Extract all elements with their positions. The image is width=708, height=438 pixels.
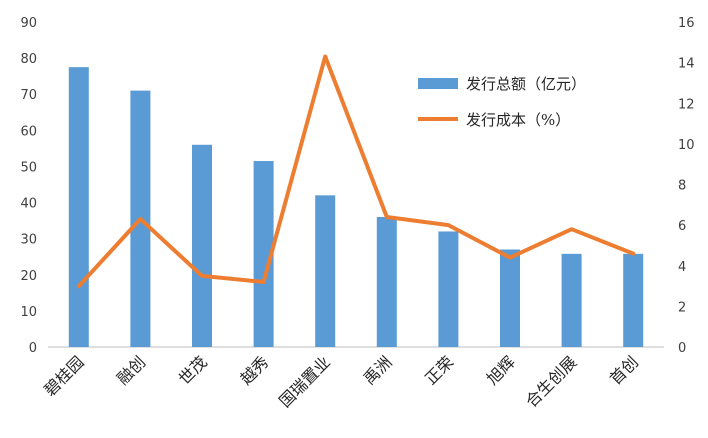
- line-series: [76, 54, 636, 289]
- left-axis-tick-label: 30: [20, 233, 37, 248]
- left-axis-tick-label: 50: [20, 160, 37, 175]
- right-axis-tick-label: 8: [678, 179, 686, 194]
- right-axis-tick-label: 0: [678, 341, 686, 356]
- left-axis-tick-label: 0: [29, 341, 37, 356]
- legend-bar-swatch: [418, 78, 458, 89]
- left-axis-ticks: 0 10 20 30 40 50 60 70 80 90: [20, 16, 37, 356]
- bar: [376, 217, 397, 347]
- right-axis-tick-label: 14: [678, 57, 695, 72]
- legend-bar-label: 发行总额（亿元）: [466, 75, 586, 93]
- left-axis-tick-label: 70: [20, 88, 37, 103]
- left-axis-tick-label: 90: [20, 16, 37, 31]
- bar: [253, 161, 274, 347]
- bar: [623, 253, 644, 347]
- category-label: 正荣: [421, 352, 457, 388]
- bar: [561, 253, 582, 347]
- bar: [500, 249, 520, 347]
- category-label: 越秀: [236, 352, 272, 388]
- category-label: 合生创展: [522, 352, 581, 411]
- left-axis-tick-label: 40: [20, 197, 37, 212]
- bar: [192, 144, 212, 347]
- legend-line-label: 发行成本（%）: [466, 111, 570, 129]
- category-label: 国瑞置业: [275, 352, 334, 411]
- right-axis-tick-label: 12: [678, 97, 695, 112]
- bar-series: [68, 67, 644, 347]
- bar: [438, 231, 459, 347]
- category-label: 世茂: [175, 352, 211, 388]
- right-axis-tick-label: 4: [678, 260, 686, 275]
- left-axis-tick-label: 10: [20, 305, 37, 320]
- category-label: 碧桂园: [40, 352, 87, 399]
- right-axis-tick-label: 16: [678, 16, 695, 31]
- right-axis-ticks: 0 2 4 6 8 10 12 14 16: [678, 16, 695, 356]
- bar: [315, 195, 336, 347]
- right-axis-tick-label: 10: [678, 138, 695, 153]
- legend: 发行总额（亿元） 发行成本（%）: [418, 75, 586, 129]
- category-label: 旭辉: [483, 352, 519, 388]
- left-axis-tick-label: 80: [20, 52, 37, 67]
- category-label: 首创: [606, 352, 642, 388]
- left-axis-tick-label: 60: [20, 124, 37, 139]
- bar: [68, 67, 89, 347]
- category-label: 融创: [113, 352, 149, 388]
- category-label: 禹洲: [360, 352, 396, 388]
- left-axis-tick-label: 20: [20, 269, 37, 284]
- cost-line: [76, 54, 636, 289]
- category-labels: 碧桂园 融创 世茂 越秀 国瑞置业 禹洲 正荣 旭辉 合生创展 首创: [40, 352, 642, 411]
- right-axis-tick-label: 6: [678, 219, 686, 234]
- right-axis-tick-label: 2: [678, 300, 686, 315]
